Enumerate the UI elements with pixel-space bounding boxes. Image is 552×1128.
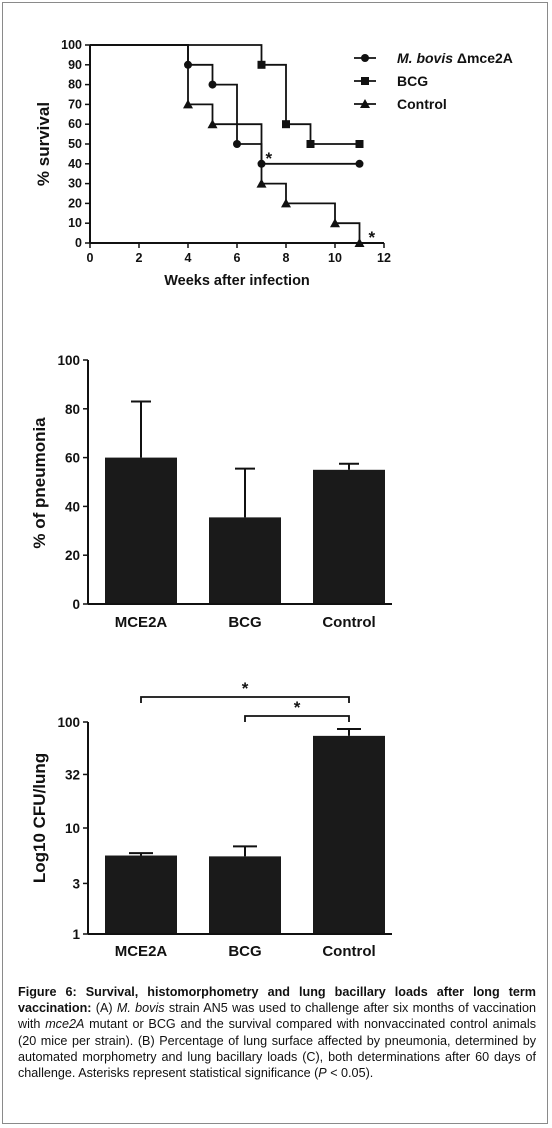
survival-y-axis-label: % survival xyxy=(34,102,53,186)
caption-text-4: < 0.05). xyxy=(326,1066,374,1081)
cfu-y-tick-label: 10 xyxy=(65,821,80,836)
pneumonia-y-tick-label: 20 xyxy=(65,548,80,563)
survival-x-tick-label: 4 xyxy=(185,251,192,265)
cfu-y-tick-label: 32 xyxy=(65,767,80,782)
survival-line-square xyxy=(90,44,360,145)
pneumonia-category-label: MCE2A xyxy=(115,614,168,631)
survival-point-triangle xyxy=(281,198,291,208)
survival-y-tick-label: 90 xyxy=(68,58,82,72)
survival-point-triangle xyxy=(183,99,193,109)
legend-marker-square xyxy=(361,77,369,85)
survival-significance-asterisk: * xyxy=(266,149,273,168)
pneumonia-y-axis-label: % of pneumonia xyxy=(30,417,49,549)
survival-point-triangle xyxy=(256,178,267,188)
survival-line-circle xyxy=(90,44,360,165)
cfu-significance-bracket xyxy=(244,715,350,722)
legend-marker-triangle xyxy=(360,99,370,108)
survival-x-tick-label: 6 xyxy=(234,251,241,265)
cfu-y-tick-label: 1 xyxy=(72,927,80,942)
pneumonia-y-tick-label: 40 xyxy=(65,499,80,514)
survival-y-tick-label: 70 xyxy=(68,97,82,111)
survival-point-triangle xyxy=(330,218,340,228)
cfu-category-label: MCE2A xyxy=(115,943,168,960)
survival-point-square xyxy=(306,140,315,148)
survival-point-circle xyxy=(208,80,217,89)
caption-text-2: strain AN5 was used to challenge after s… xyxy=(18,1001,536,1032)
survival-point-square xyxy=(257,60,266,69)
survival-point-circle xyxy=(355,159,364,168)
cfu-category-label: BCG xyxy=(228,943,261,960)
survival-y-tick-label: 0 xyxy=(75,236,82,250)
survival-point-square xyxy=(282,120,290,129)
cfu-bar xyxy=(209,856,281,934)
survival-y-tick-label: 20 xyxy=(68,196,82,210)
cfu-significance-asterisk: * xyxy=(294,698,301,717)
pneumonia-bar xyxy=(209,517,281,604)
caption-italic-1: M. bovis xyxy=(116,1001,165,1016)
pneumonia-y-tick-label: 0 xyxy=(72,597,80,612)
survival-y-tick-label: 60 xyxy=(68,117,82,131)
cfu-y-tick-label: 100 xyxy=(57,715,80,730)
survival-x-tick-label: 10 xyxy=(328,251,342,265)
survival-x-tick-label: 2 xyxy=(136,251,143,265)
survival-y-tick-label: 10 xyxy=(68,216,82,230)
pneumonia-category-label: BCG xyxy=(228,614,261,631)
legend-label: M. bovis Δmce2A xyxy=(397,50,513,66)
survival-point-square xyxy=(355,140,364,148)
survival-point-triangle xyxy=(354,238,365,247)
cfu-significance-asterisk: * xyxy=(242,679,249,698)
pneumonia-category-label: Control xyxy=(322,614,375,631)
cfu-bar xyxy=(105,855,177,934)
pneumonia-bar xyxy=(105,457,177,604)
pneumonia-y-tick-label: 100 xyxy=(57,353,80,368)
survival-point-triangle xyxy=(207,119,218,129)
survival-x-axis-label: Weeks after infection xyxy=(164,273,310,289)
cfu-y-tick-label: 3 xyxy=(72,876,80,891)
survival-point-circle xyxy=(233,140,241,148)
survival-y-tick-label: 50 xyxy=(68,137,82,151)
survival-y-tick-label: 40 xyxy=(68,157,82,171)
cfu-category-label: Control xyxy=(322,943,375,960)
survival-x-tick-label: 12 xyxy=(377,251,391,265)
survival-x-tick-label: 8 xyxy=(283,251,290,265)
pneumonia-y-tick-label: 60 xyxy=(65,451,80,466)
caption-italic-2: mce2A xyxy=(45,1017,85,1032)
survival-y-tick-label: 100 xyxy=(61,38,82,52)
caption-title: Figure 6: Survival, histomorphometry and… xyxy=(18,985,536,1016)
cfu-y-axis-label: Log10 CFU/lung xyxy=(30,753,49,883)
pneumonia-y-tick-label: 80 xyxy=(65,402,80,417)
legend-label: BCG xyxy=(397,73,428,89)
cfu-bar xyxy=(313,735,385,934)
pneumonia-bar xyxy=(313,469,385,604)
caption-italic-3: P xyxy=(318,1066,327,1081)
survival-significance-asterisk: * xyxy=(368,228,375,247)
caption-text-1: (A) xyxy=(91,1001,117,1016)
caption-text-3: mutant or BCG and the survival compared … xyxy=(18,1017,536,1081)
survival-y-tick-label: 30 xyxy=(68,177,82,191)
survival-x-tick-label: 0 xyxy=(87,251,94,265)
legend-marker-circle xyxy=(361,54,369,62)
legend-label: Control xyxy=(397,96,447,112)
cfu-significance-bracket xyxy=(140,696,350,703)
figure-caption: Figure 6: Survival, histomorphometry and… xyxy=(18,984,536,1081)
survival-y-tick-label: 80 xyxy=(68,78,82,92)
